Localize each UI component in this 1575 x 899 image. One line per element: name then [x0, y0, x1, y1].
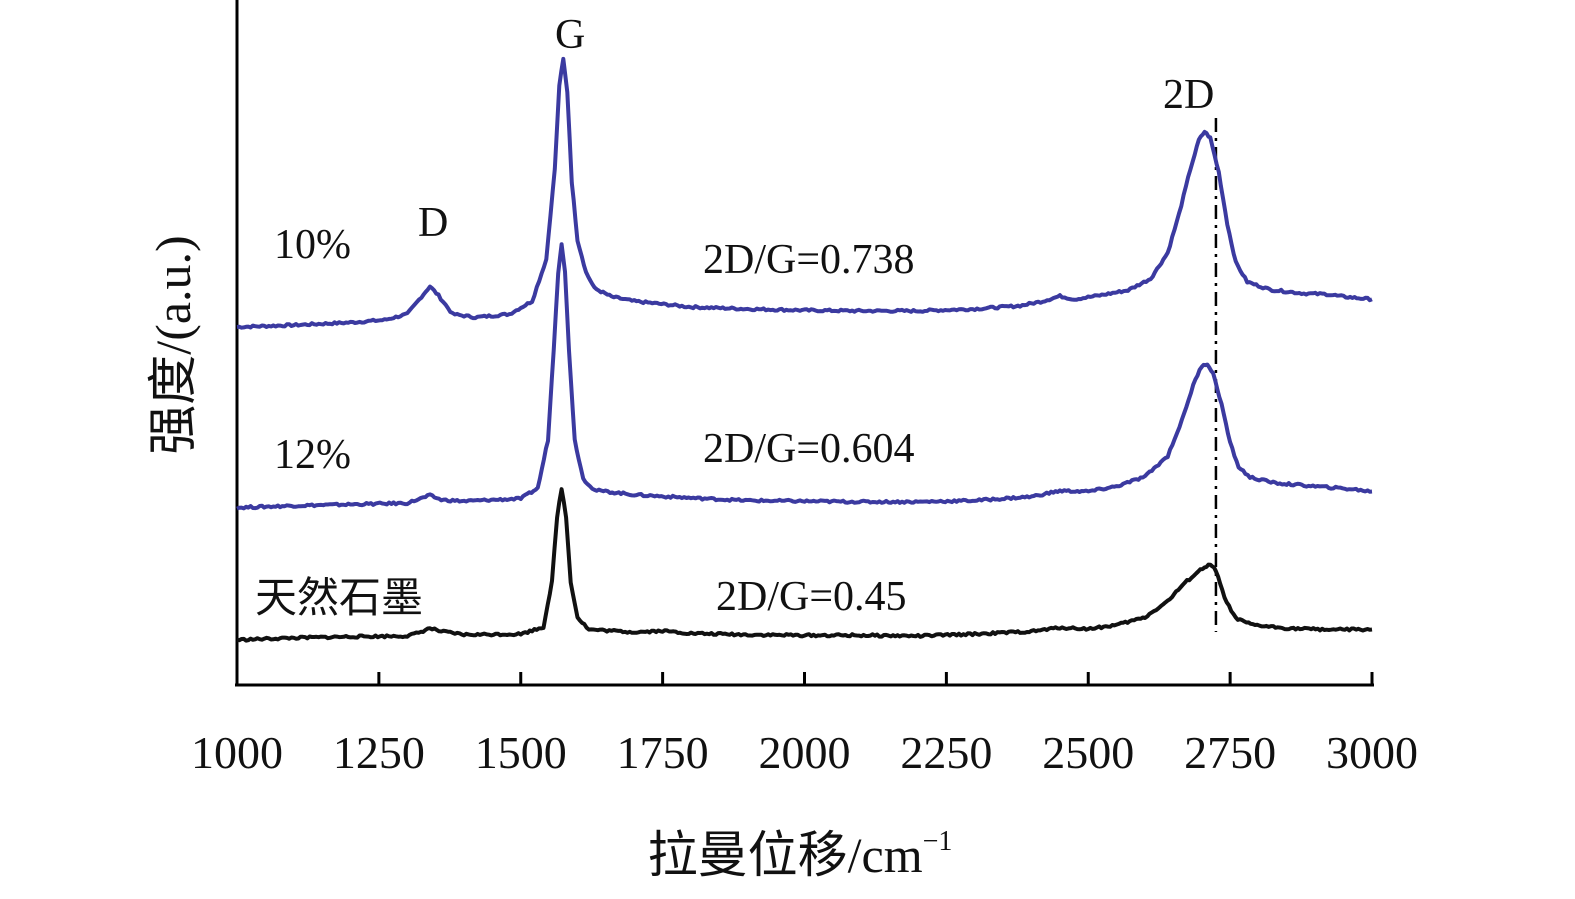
- x-tick-label: 1250: [333, 727, 425, 778]
- series-label-12pct: 12%: [274, 432, 351, 478]
- ratio-label-natural-graphite: 2D/G=0.45: [716, 574, 907, 620]
- x-tick-label: 3000: [1326, 727, 1418, 778]
- annotations: 10% 12% 天然石墨 D G 2D 2D/G=0.738 2D/G=0.60…: [145, 12, 1214, 883]
- x-tick-label: 2250: [900, 727, 992, 778]
- series-label-natural-graphite: 天然石墨: [255, 575, 423, 622]
- peak-label-2d: 2D: [1163, 72, 1214, 118]
- x-axis-title: 拉曼位移/cm−1: [648, 826, 953, 883]
- series-lines: [236, 56, 1373, 643]
- x-axis-title-superscript: −1: [923, 826, 953, 857]
- x-tick-label: 2000: [759, 727, 851, 778]
- x-tick-label: 2750: [1184, 727, 1276, 778]
- y-axis-title: 强度/(a.u.): [145, 235, 201, 454]
- series-line-0: [236, 56, 1373, 330]
- x-axis-title-main: 拉曼位移/cm: [648, 827, 923, 883]
- series-line-2: [236, 487, 1373, 643]
- ratio-label-12pct: 2D/G=0.604: [703, 426, 915, 472]
- series-label-10pct: 10%: [274, 222, 351, 268]
- x-ticks: 1000 1250 1500 1750 2000 2250 2500 2750 3000: [191, 672, 1418, 778]
- x-tick-label: 1750: [617, 727, 709, 778]
- x-tick-label: 1500: [475, 727, 567, 778]
- ratio-label-10pct: 2D/G=0.738: [703, 237, 915, 283]
- peak-label-d: D: [418, 200, 448, 246]
- peak-label-g: G: [555, 12, 585, 58]
- axes: 1000 1250 1500 1750 2000 2250 2500 2750 3000: [191, 0, 1418, 778]
- x-tick-label: 2500: [1042, 727, 1134, 778]
- series-line-1: [236, 242, 1373, 511]
- x-tick-label: 1000: [191, 727, 283, 778]
